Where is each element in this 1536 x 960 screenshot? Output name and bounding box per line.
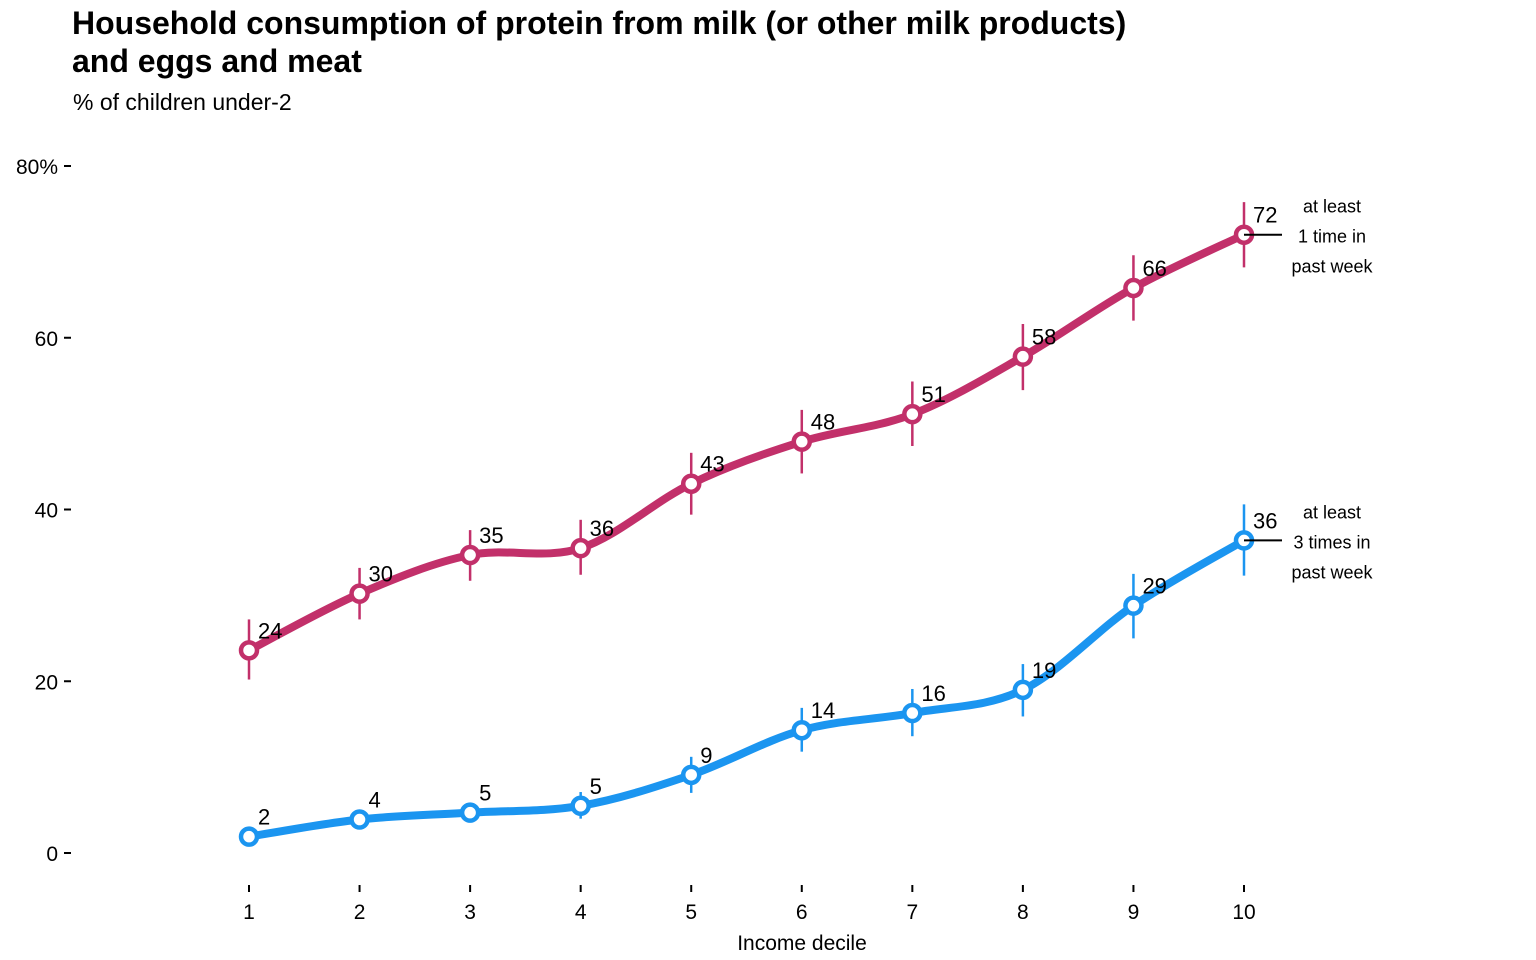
data-point <box>1012 346 1034 367</box>
data-point <box>570 795 591 817</box>
chart-title-line-2: and eggs and meat <box>72 43 362 79</box>
data-label: 72 <box>1253 203 1277 228</box>
data-label: 24 <box>258 618 282 643</box>
data-point <box>680 473 702 494</box>
data-point <box>459 802 481 823</box>
x-axis-title: Income decile <box>737 932 867 955</box>
data-label: 36 <box>1253 508 1277 533</box>
x-axis: 1 2 3 4 5 6 7 8 9 10 <box>243 885 1256 924</box>
x-tick-label: 9 <box>1128 901 1140 924</box>
y-tick-label: 40 <box>35 500 58 523</box>
data-label: 36 <box>590 516 614 541</box>
series-annotation-line: 3 times in <box>1293 532 1370 552</box>
data-label: 66 <box>1142 256 1166 281</box>
data-point <box>570 537 591 559</box>
x-tick-label: 3 <box>464 901 476 924</box>
y-tick-label: 80% <box>16 156 58 179</box>
series-annotation-line: at least <box>1303 502 1361 522</box>
x-tick-label: 4 <box>575 901 587 924</box>
x-tick-label: 7 <box>906 901 918 924</box>
data-label: 48 <box>811 410 835 435</box>
data-label: 30 <box>369 562 393 587</box>
data-label: 9 <box>700 743 712 768</box>
chart-title: Household consumption of protein from mi… <box>72 4 1372 80</box>
data-label: 5 <box>590 774 602 799</box>
data-label: 2 <box>258 805 270 830</box>
series-line <box>245 230 1248 655</box>
data-label: 35 <box>479 523 503 548</box>
x-tick-label: 5 <box>685 901 697 924</box>
series-annotation-line: past week <box>1291 562 1373 582</box>
y-tick-label: 20 <box>35 671 58 694</box>
x-tick-label: 8 <box>1017 901 1029 924</box>
series-annotation-line: 1 time in <box>1298 227 1366 247</box>
x-tick-label: 2 <box>354 901 366 924</box>
y-tick-label: 60 <box>35 328 58 351</box>
data-label: 51 <box>921 382 945 407</box>
data-label: 29 <box>1142 574 1166 599</box>
data-point <box>902 702 923 724</box>
data-point <box>459 544 481 566</box>
data-point <box>349 809 370 830</box>
data-point <box>680 764 702 786</box>
data-point <box>791 431 813 452</box>
data-point <box>902 403 923 425</box>
data-label: 19 <box>1032 658 1056 683</box>
series-line <box>245 536 1248 841</box>
data-point <box>349 583 370 604</box>
data-label: 4 <box>369 788 381 813</box>
data-label: 5 <box>479 781 491 806</box>
series-1: 24 30 35 36 43 48 51 58 66 72 at least 1 time in pas… <box>238 197 1374 680</box>
x-tick-label: 1 <box>243 901 255 924</box>
series-annotation-line: past week <box>1291 257 1373 277</box>
x-tick-label: 10 <box>1232 901 1255 924</box>
data-label: 16 <box>921 681 945 706</box>
y-axis: 0 20 40 60 80% <box>16 156 71 866</box>
data-point <box>1123 595 1144 616</box>
chart-subtitle: % of children under-2 <box>73 89 292 115</box>
x-tick-label: 6 <box>796 901 808 924</box>
data-label: 14 <box>811 698 835 723</box>
series-annotation-line: at least <box>1303 197 1361 217</box>
data-label: 43 <box>700 452 724 477</box>
data-point <box>238 640 260 661</box>
data-point <box>238 826 260 847</box>
chart-title-line-1: Household consumption of protein from mi… <box>72 5 1127 41</box>
data-point <box>1123 277 1144 299</box>
data-point <box>1012 679 1034 701</box>
y-tick-label: 0 <box>46 843 58 866</box>
data-label: 58 <box>1032 325 1056 350</box>
data-point <box>791 719 813 741</box>
